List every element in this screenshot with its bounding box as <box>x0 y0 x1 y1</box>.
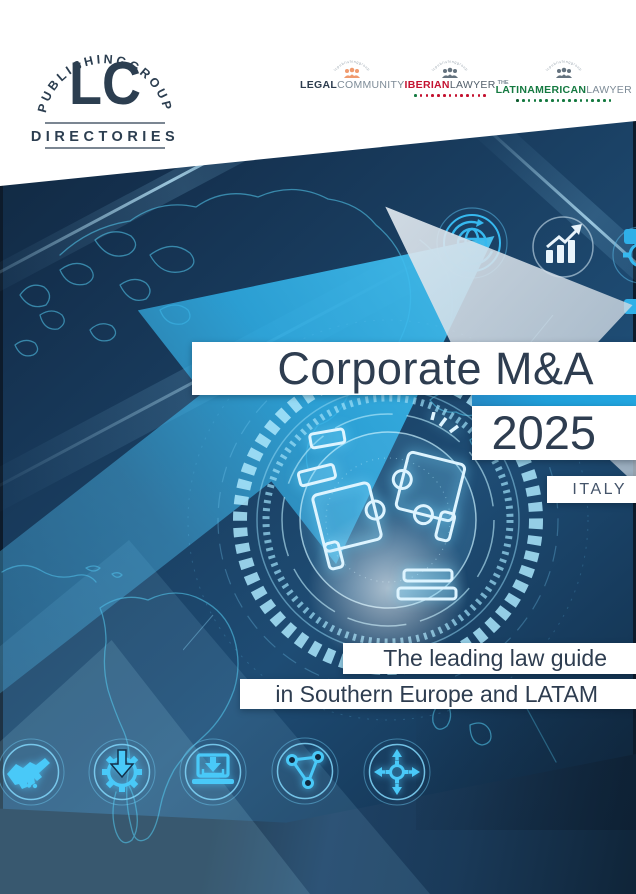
wordmark-bold: IBERIAN <box>404 79 450 91</box>
brand-dot <box>597 99 600 102</box>
brand-dot <box>527 99 531 102</box>
gear-download-icon <box>88 738 156 806</box>
brand-dot <box>442 94 446 97</box>
wordmark-bold: LEGAL <box>300 79 338 91</box>
iberianlawyer-logo: lcpublishinggroup IBERIANLAWYER <box>405 58 496 97</box>
latam-dots <box>516 99 612 102</box>
brand-dot <box>568 99 571 102</box>
brand-dot <box>414 94 417 97</box>
brand-dot <box>431 94 435 97</box>
people-icon: lcpublishinggroup <box>333 60 370 78</box>
people-icon: lcpublishinggroup <box>431 60 468 78</box>
brand-dot <box>483 94 487 97</box>
country-band: ITALY <box>547 476 636 503</box>
tagline-line2: in Southern Europe and LATAM <box>275 681 598 707</box>
people-icon: lcpublishinggroup <box>545 60 582 78</box>
brand-dot <box>562 99 566 102</box>
edge-square-decoration <box>624 229 636 244</box>
brand-dot <box>471 94 475 97</box>
brand-dot <box>425 94 429 97</box>
tagline-line1: The leading law guide <box>383 645 607 671</box>
title-accent-strip <box>472 395 636 406</box>
gear-icon <box>612 226 636 284</box>
wordmark-the: THE <box>497 80 509 86</box>
publisher-initials: LC <box>69 50 141 118</box>
brand-dot <box>545 99 548 102</box>
tagline-band-1: The leading law guide <box>343 643 636 674</box>
brand-dot <box>602 99 606 102</box>
growth-chart-icon <box>532 216 594 278</box>
network-triangle-icon <box>271 737 339 805</box>
brand-dot <box>585 99 589 102</box>
iberian-dots <box>414 94 487 97</box>
latinamericanlawyer-wordmark: LATINAMERICANLAWYER <box>496 85 632 96</box>
brand-dot <box>448 94 452 97</box>
cover-year: 2025 <box>491 406 596 459</box>
expand-arrows-icon <box>363 738 431 806</box>
wordmark-light: COMMUNITY <box>337 79 405 91</box>
brand-dot <box>477 94 481 97</box>
brand-dot <box>533 99 537 102</box>
tagline-band-2: in Southern Europe and LATAM <box>240 679 636 709</box>
publisher-sub-text: DIRECTORIES <box>31 129 179 145</box>
cover-country: ITALY <box>572 481 627 498</box>
brand-dot <box>539 99 542 102</box>
wordmark-bold: LATINAMERICAN <box>495 84 587 96</box>
brand-dot <box>550 99 554 102</box>
brand-dot <box>522 99 525 102</box>
laptop-download-icon <box>179 738 247 806</box>
iberianlawyer-wordmark: IBERIANLAWYER <box>405 80 496 91</box>
brand-dot <box>574 99 577 102</box>
brand-dot <box>466 94 469 97</box>
brand-dot <box>579 99 583 102</box>
cover-title: Corporate M&A <box>277 343 594 394</box>
brand-dot <box>608 99 612 102</box>
lc-directories-logo: PUBLISHINGGROUP LC DIRECTORIES <box>31 50 179 149</box>
puzzle-hands-graphic <box>296 412 467 601</box>
wordmark-light: LAWYER <box>586 84 632 96</box>
brand-logos-row: lcpublishinggroup LEGALCOMMUNITY lcpubli… <box>300 58 632 118</box>
right-dark-facet <box>416 690 636 830</box>
year-band: 2025 <box>472 406 636 460</box>
legalcommunity-logo: lcpublishinggroup LEGALCOMMUNITY <box>300 58 405 91</box>
latinamericanlawyer-logo: lcpublishinggroup THE LATINAMERICANLAWYE… <box>496 58 632 102</box>
brand-dot <box>460 94 463 97</box>
brand-dot <box>516 99 519 102</box>
brand-dot <box>454 94 458 97</box>
brand-dot <box>419 94 423 97</box>
wordmark-light: LAWYER <box>449 79 496 91</box>
brand-dot <box>437 94 440 97</box>
title-band: Corporate M&A <box>192 342 636 395</box>
handshake-icon <box>0 738 65 806</box>
brand-dot <box>556 99 560 102</box>
legalcommunity-wordmark: LEGALCOMMUNITY <box>300 80 405 91</box>
brand-dot <box>591 99 594 102</box>
